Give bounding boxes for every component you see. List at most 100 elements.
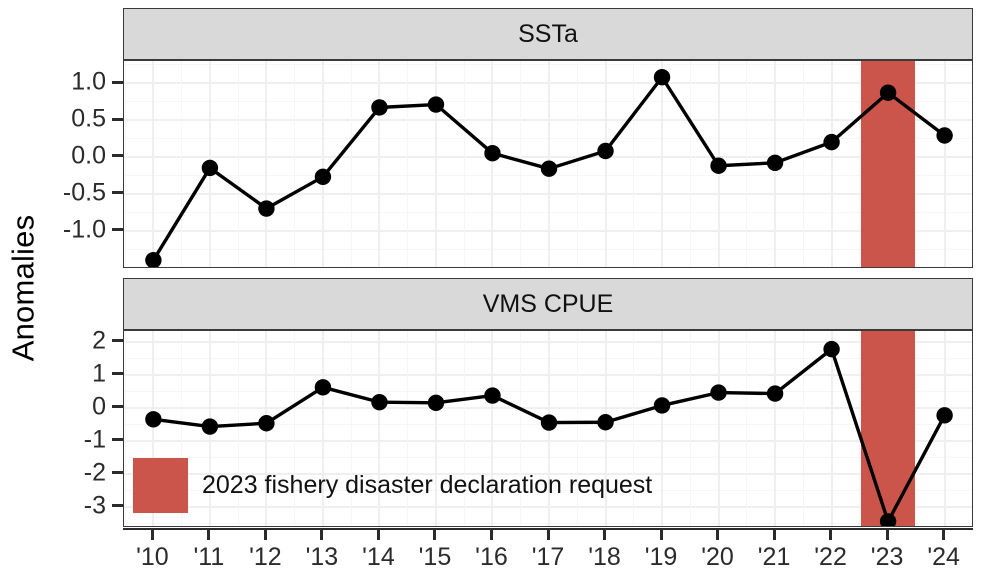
- x-axis-tick-label: '16: [475, 543, 508, 571]
- gridline-vertical: [633, 61, 635, 267]
- gridline-vertical: [972, 331, 973, 526]
- y-axis-title: Anomalies: [5, 214, 41, 362]
- plot-area-vms-cpue: [123, 330, 973, 527]
- data-point: [314, 379, 332, 396]
- gridline-vertical: [407, 331, 409, 526]
- x-axis-tick: [263, 529, 267, 540]
- gridline-vertical: [859, 331, 861, 526]
- series-ssta: [145, 69, 953, 267]
- data-point: [484, 145, 501, 162]
- y-axis-tick: [112, 504, 123, 508]
- data-point: [484, 387, 501, 404]
- gridline-vertical: [434, 331, 437, 526]
- gridline-vertical: [434, 61, 437, 267]
- plot-area-ssta: [123, 60, 973, 268]
- gridline-vertical: [294, 61, 296, 267]
- x-axis-tick: [320, 529, 324, 540]
- x-axis-tick-label: '21: [757, 543, 791, 571]
- x-axis-tick: [376, 529, 380, 540]
- data-point: [371, 393, 388, 411]
- panel-strip-ssta: SSTa: [123, 8, 973, 60]
- data-point: [427, 96, 445, 113]
- gridline-vertical: [915, 331, 917, 526]
- data-point: [314, 168, 332, 185]
- y-axis-tick: [112, 438, 123, 442]
- data-point: [427, 394, 445, 412]
- gridline-vertical: [943, 61, 946, 267]
- gridline-vertical: [350, 331, 352, 526]
- y-axis-tick: [112, 80, 123, 84]
- data-point: [201, 159, 219, 177]
- y-axis-tick: [112, 339, 123, 343]
- gridline-vertical: [802, 331, 804, 526]
- gridline-vertical: [407, 61, 409, 267]
- y-axis-tick-label: -3: [83, 491, 106, 520]
- gridline-vertical: [689, 331, 691, 526]
- x-axis-tick-label: '13: [305, 543, 339, 571]
- x-axis-tick: [829, 529, 833, 540]
- y-axis-tick: [112, 405, 123, 409]
- gridline-vertical: [124, 61, 126, 267]
- x-axis-tick-label: '19: [644, 543, 678, 571]
- x-axis-tick: [885, 529, 889, 540]
- legend-swatch-disaster-band: [133, 458, 188, 513]
- gridline-vertical: [830, 331, 833, 526]
- gridline-vertical: [830, 61, 833, 267]
- data-point: [936, 127, 953, 144]
- gridline-vertical: [350, 61, 352, 267]
- y-axis-tick-label: 1.0: [71, 67, 106, 96]
- x-axis-tick: [207, 529, 211, 540]
- x-axis-tick: [772, 529, 776, 540]
- gridline-vertical: [576, 331, 578, 526]
- x-axis-tick-label: '11: [193, 543, 225, 571]
- gridline-vertical: [181, 331, 183, 526]
- data-point: [653, 397, 671, 414]
- gridline-vertical: [520, 331, 522, 526]
- data-point: [653, 69, 671, 86]
- y-axis-tick-label: 1: [92, 359, 106, 388]
- x-axis-tick-label: '12: [249, 543, 282, 571]
- y-axis-tick: [112, 228, 123, 232]
- gridline-vertical: [802, 61, 804, 267]
- gridline-vertical: [576, 61, 578, 267]
- data-point: [540, 160, 558, 177]
- gridline-vertical: [321, 61, 324, 267]
- legend-label-disaster-band: 2023 fishery disaster declaration reques…: [202, 471, 653, 499]
- x-axis-tick: [489, 529, 493, 540]
- gridline-vertical: [237, 61, 239, 267]
- gridline-vertical: [491, 331, 494, 526]
- x-axis-tick-label: '10: [136, 543, 169, 571]
- legend: 2023 fishery disaster declaration reques…: [133, 458, 652, 513]
- data-point: [823, 340, 840, 358]
- data-point: [201, 418, 219, 435]
- x-axis-tick-label: '15: [418, 543, 452, 571]
- gridline-vertical: [378, 61, 381, 267]
- disaster-declaration-band: [860, 331, 916, 526]
- gridline-vertical: [943, 331, 946, 526]
- gridline-vertical: [520, 61, 522, 267]
- data-point: [766, 154, 784, 171]
- x-axis-tick: [716, 529, 720, 540]
- gridline-vertical: [604, 61, 607, 267]
- y-axis-tick: [112, 372, 123, 376]
- gridline-vertical: [491, 61, 494, 267]
- panel-ssta: SSTa: [123, 8, 973, 268]
- x-axis-tick: [150, 529, 154, 540]
- y-axis-tick-label: -2: [83, 458, 106, 487]
- data-point: [371, 99, 388, 116]
- x-axis-tick-label: '14: [362, 543, 395, 571]
- y-axis-tick-label: -1: [83, 425, 106, 454]
- gridline-vertical: [661, 61, 664, 267]
- y-axis-tick-label: 0: [92, 392, 106, 421]
- y-axis-tick-label: -1.0: [62, 215, 106, 244]
- y-axis-tick: [112, 154, 123, 158]
- y-axis-tick: [112, 191, 123, 195]
- gridline-vertical: [124, 331, 126, 526]
- gridline-vertical: [463, 61, 465, 267]
- x-axis-tick: [546, 529, 550, 540]
- y-axis-tick-label: 0.0: [71, 141, 106, 170]
- x-axis-tick-label: '17: [531, 543, 565, 571]
- data-point: [597, 414, 614, 431]
- gridline-vertical: [152, 61, 155, 267]
- data-point: [258, 200, 275, 217]
